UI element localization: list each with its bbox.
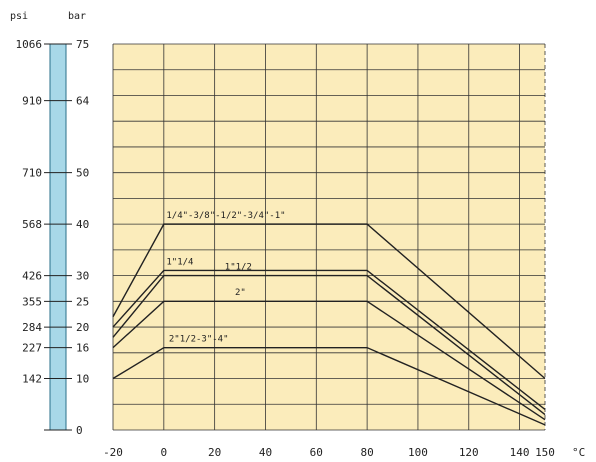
- x-tick-label: 120: [459, 446, 479, 459]
- y-tick-label-psi: 355: [22, 295, 42, 308]
- series-annotation: 2": [235, 288, 246, 298]
- y-tick-label-psi: 142: [22, 373, 42, 386]
- y-tick-label-bar: 30: [76, 270, 89, 283]
- series-annotations: 1/4"-3/8"-1/2"-3/4"-1" 1"1/4 1"1/2 2" 2"1/2-…: [166, 211, 285, 345]
- series-line: [112, 346, 546, 426]
- x-tick-label: 140: [510, 446, 530, 459]
- plot-background: [113, 44, 545, 430]
- y-tick-label-psi: 284: [22, 321, 42, 334]
- y-tick-label-bar: 64: [76, 95, 90, 108]
- y-tick-label-psi: 426: [22, 270, 42, 283]
- pressure-scale-bar: [49, 43, 67, 431]
- x-tick-labels: -20 0 20 40 60 80 100 120 140 150: [103, 446, 555, 459]
- y-tick-labels: 75 1066 64 910 50 710 40 568 30 426 25 355 20 284 16 22…: [16, 38, 90, 437]
- series-line: [112, 274, 546, 416]
- y-tick-label-bar: 40: [76, 218, 89, 231]
- series-annotation: 1"1/2: [225, 262, 252, 272]
- y-tick-label-psi: 910: [22, 95, 42, 108]
- bar-unit-label: bar: [68, 11, 86, 22]
- x-tick-label: 80: [360, 446, 373, 459]
- series-line: [112, 223, 546, 380]
- y-tick-label-bar: 0: [76, 424, 83, 437]
- series-annotation: 1/4"-3/8"-1/2"-3/4"-1": [166, 211, 285, 221]
- series-lines: [112, 223, 546, 426]
- x-tick-label: -20: [103, 446, 123, 459]
- x-tick-label: 0: [161, 446, 168, 459]
- y-tick-label-psi: 568: [22, 218, 42, 231]
- series-annotation: 2"1/2-3"-4": [169, 334, 229, 344]
- x-tick-label: 60: [310, 446, 323, 459]
- y-tick-label-psi: 1066: [16, 38, 43, 51]
- x-tick-label: 100: [408, 446, 428, 459]
- series-line: [112, 269, 546, 410]
- x-tick-label: 150: [535, 446, 555, 459]
- y-tick-label-bar: 16: [76, 342, 89, 355]
- y-tick-label-bar: 75: [76, 38, 89, 51]
- series-annotation: 1"1/4: [166, 257, 193, 267]
- x-tick-label: 40: [259, 446, 272, 459]
- series-line: [112, 300, 546, 421]
- x-tick-label: 20: [208, 446, 221, 459]
- y-tick-label-psi: 710: [22, 167, 42, 180]
- y-tick-label-bar: 10: [76, 373, 89, 386]
- y-tick-label-psi: 227: [22, 342, 42, 355]
- y-tick-label-bar: 20: [76, 321, 89, 334]
- psi-unit-label: psi: [10, 11, 28, 22]
- y-tick-label-bar: 25: [76, 295, 89, 308]
- y-tick-label-bar: 50: [76, 167, 89, 180]
- x-unit-label: °C: [572, 446, 585, 459]
